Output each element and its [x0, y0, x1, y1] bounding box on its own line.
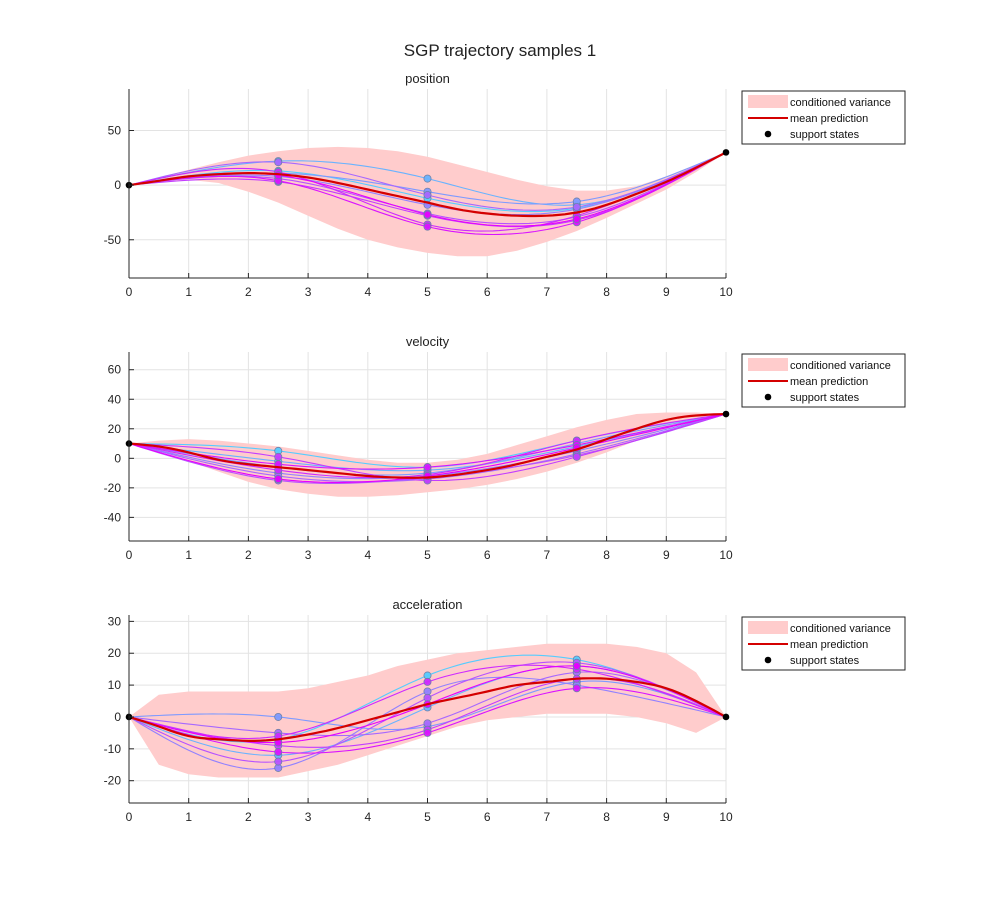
- legend-label-variance: conditioned variance: [790, 97, 891, 109]
- x-tick-label: 4: [364, 548, 371, 562]
- sample-point: [423, 190, 432, 199]
- sample-point: [572, 684, 581, 693]
- support-point: [722, 713, 730, 721]
- sample-point: [274, 712, 283, 721]
- x-tick-label: 9: [663, 285, 670, 299]
- sample-point: [572, 661, 581, 670]
- x-tick-label: 0: [126, 285, 133, 299]
- sample-point: [274, 474, 283, 483]
- mean-line: [128, 151, 727, 218]
- x-tick-label: 5: [424, 285, 431, 299]
- x-tick-label: 5: [424, 548, 431, 562]
- x-tick-label: 3: [305, 285, 312, 299]
- x-tick-label: 10: [719, 285, 733, 299]
- sample-point: [274, 748, 283, 757]
- legend-label-support: support states: [790, 392, 860, 404]
- y-tick-label: -50: [104, 233, 122, 247]
- x-tick-label: 1: [185, 548, 192, 562]
- sample-point: [423, 174, 432, 183]
- x-tick-label: 1: [185, 810, 192, 824]
- legend-label-mean: mean prediction: [790, 376, 868, 388]
- sample-point: [423, 463, 432, 472]
- y-tick-label: 0: [114, 178, 121, 192]
- legend: conditioned variance mean prediction suppo…: [741, 353, 906, 408]
- x-tick-label: 9: [663, 548, 670, 562]
- legend-swatch-variance: [748, 358, 788, 371]
- x-tick-label: 7: [544, 548, 551, 562]
- x-tick-label: 8: [603, 285, 610, 299]
- y-tick-label: -40: [104, 510, 122, 524]
- x-tick-label: 5: [424, 810, 431, 824]
- panel-title: velocity: [406, 334, 450, 349]
- x-tick-label: 9: [663, 810, 670, 824]
- legend: conditioned variance mean prediction suppo…: [741, 90, 906, 145]
- y-tick-label: 20: [108, 646, 122, 660]
- legend-swatch-support: [764, 393, 772, 401]
- sample-point: [572, 202, 581, 211]
- y-tick-label: -20: [104, 481, 122, 495]
- sample-point: [274, 757, 283, 766]
- sample-point: [274, 158, 283, 167]
- x-tick-label: 8: [603, 810, 610, 824]
- x-tick-label: 7: [544, 285, 551, 299]
- x-tick-label: 0: [126, 810, 133, 824]
- x-tick-label: 10: [719, 810, 733, 824]
- legend-swatch-variance: [748, 621, 788, 634]
- x-tick-label: 4: [364, 285, 371, 299]
- x-tick-label: 4: [364, 810, 371, 824]
- legend-label-support: support states: [790, 655, 860, 667]
- y-tick-label: 40: [108, 392, 122, 406]
- panel-title: position: [405, 71, 450, 86]
- x-tick-label: 2: [245, 548, 252, 562]
- samples: [128, 151, 727, 236]
- mean-line: [128, 412, 727, 479]
- legend-label-variance: conditioned variance: [790, 360, 891, 372]
- panel-velocity: velocity 0 1 2 3 4 5 6 7 8 9 10 -40 -20 0 20 40 60 conditi…: [104, 334, 906, 562]
- support-point: [722, 149, 730, 156]
- legend-label-variance: conditioned variance: [790, 623, 891, 635]
- sample-point: [572, 215, 581, 224]
- x-tick-label: 10: [719, 548, 733, 562]
- x-tick-label: 7: [544, 810, 551, 824]
- sample-point: [423, 222, 432, 231]
- y-tick-label: 50: [108, 124, 122, 138]
- support-point: [722, 410, 730, 418]
- x-tick-label: 6: [484, 810, 491, 824]
- legend-swatch-variance: [748, 95, 788, 108]
- y-tick-label: 0: [114, 451, 121, 465]
- y-tick-label: -10: [104, 742, 122, 756]
- panel-title: acceleration: [392, 597, 462, 612]
- legend-label-support: support states: [790, 129, 860, 141]
- legend: conditioned variance mean prediction suppo…: [741, 616, 906, 671]
- x-tick-label: 3: [305, 548, 312, 562]
- x-tick-label: 3: [305, 810, 312, 824]
- y-tick-label: 30: [108, 614, 122, 628]
- legend-label-mean: mean prediction: [790, 113, 868, 125]
- x-tick-label: 8: [603, 548, 610, 562]
- y-tick-label: 20: [108, 422, 122, 436]
- legend-swatch-support: [764, 130, 772, 138]
- sample-point: [274, 452, 283, 461]
- legend-label-mean: mean prediction: [790, 639, 868, 651]
- x-tick-label: 1: [185, 285, 192, 299]
- panel-position: position 0 1 2 3 4 5 6 7 8 9 10 -50 0 50 conditioned va…: [104, 71, 906, 299]
- x-tick-label: 2: [245, 810, 252, 824]
- legend-swatch-support: [764, 656, 772, 664]
- panel-acceleration: acceleration 0 1 2 3 4 5 6 7 8 9 10 -20 -10 0 10 20 30 con…: [104, 597, 906, 824]
- x-tick-label: 6: [484, 285, 491, 299]
- mean-line: [128, 677, 727, 743]
- x-tick-label: 6: [484, 548, 491, 562]
- y-tick-label: 60: [108, 363, 122, 377]
- sample-point: [572, 452, 581, 461]
- sample-point: [423, 210, 432, 219]
- figure-title: SGP trajectory samples 1: [404, 41, 596, 60]
- sample-point: [423, 677, 432, 686]
- y-tick-label: 10: [108, 678, 122, 692]
- sample-point: [423, 728, 432, 737]
- y-tick-label: 0: [114, 710, 121, 724]
- x-tick-label: 2: [245, 285, 252, 299]
- y-tick-label: -20: [104, 774, 122, 788]
- x-tick-label: 0: [126, 548, 133, 562]
